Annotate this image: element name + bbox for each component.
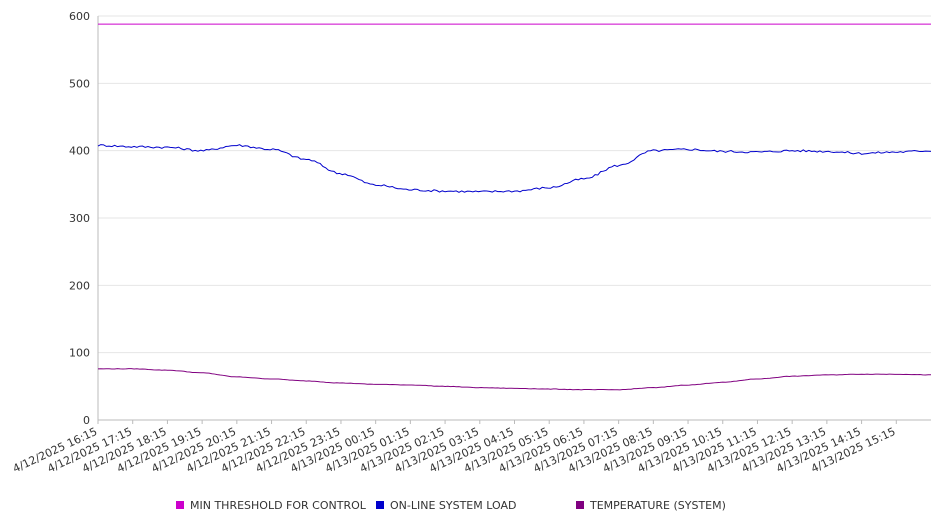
y-axis-tick-labels: 0 100 200 300 400 500 600 — [69, 10, 90, 427]
legend-label: ON-LINE SYSTEM LOAD — [390, 499, 516, 512]
y-tick-label: 300 — [69, 212, 90, 225]
y-tick-label: 400 — [69, 145, 90, 158]
legend-swatch — [376, 501, 384, 509]
y-tick-label: 600 — [69, 10, 90, 23]
legend-label: MIN THRESHOLD FOR CONTROL — [190, 499, 367, 512]
axes — [97, 16, 931, 424]
y-tick-label: 200 — [69, 279, 90, 292]
legend: MIN THRESHOLD FOR CONTROL ON-LINE SYSTEM … — [176, 499, 726, 512]
legend-swatch — [176, 501, 184, 509]
series-lines — [97, 23, 932, 391]
series-line-3 — [97, 368, 932, 391]
y-tick-label: 500 — [69, 77, 90, 90]
y-tick-label: 0 — [83, 414, 90, 427]
grid-lines — [98, 15, 931, 354]
x-axis-tick-labels: 4/12/2025 16:154/12/2025 17:154/12/2025 … — [11, 425, 898, 475]
legend-label: TEMPERATURE (SYSTEM) — [589, 499, 726, 512]
series-line-2 — [97, 144, 932, 193]
y-tick-label: 100 — [69, 347, 90, 360]
legend-swatch — [576, 501, 584, 509]
